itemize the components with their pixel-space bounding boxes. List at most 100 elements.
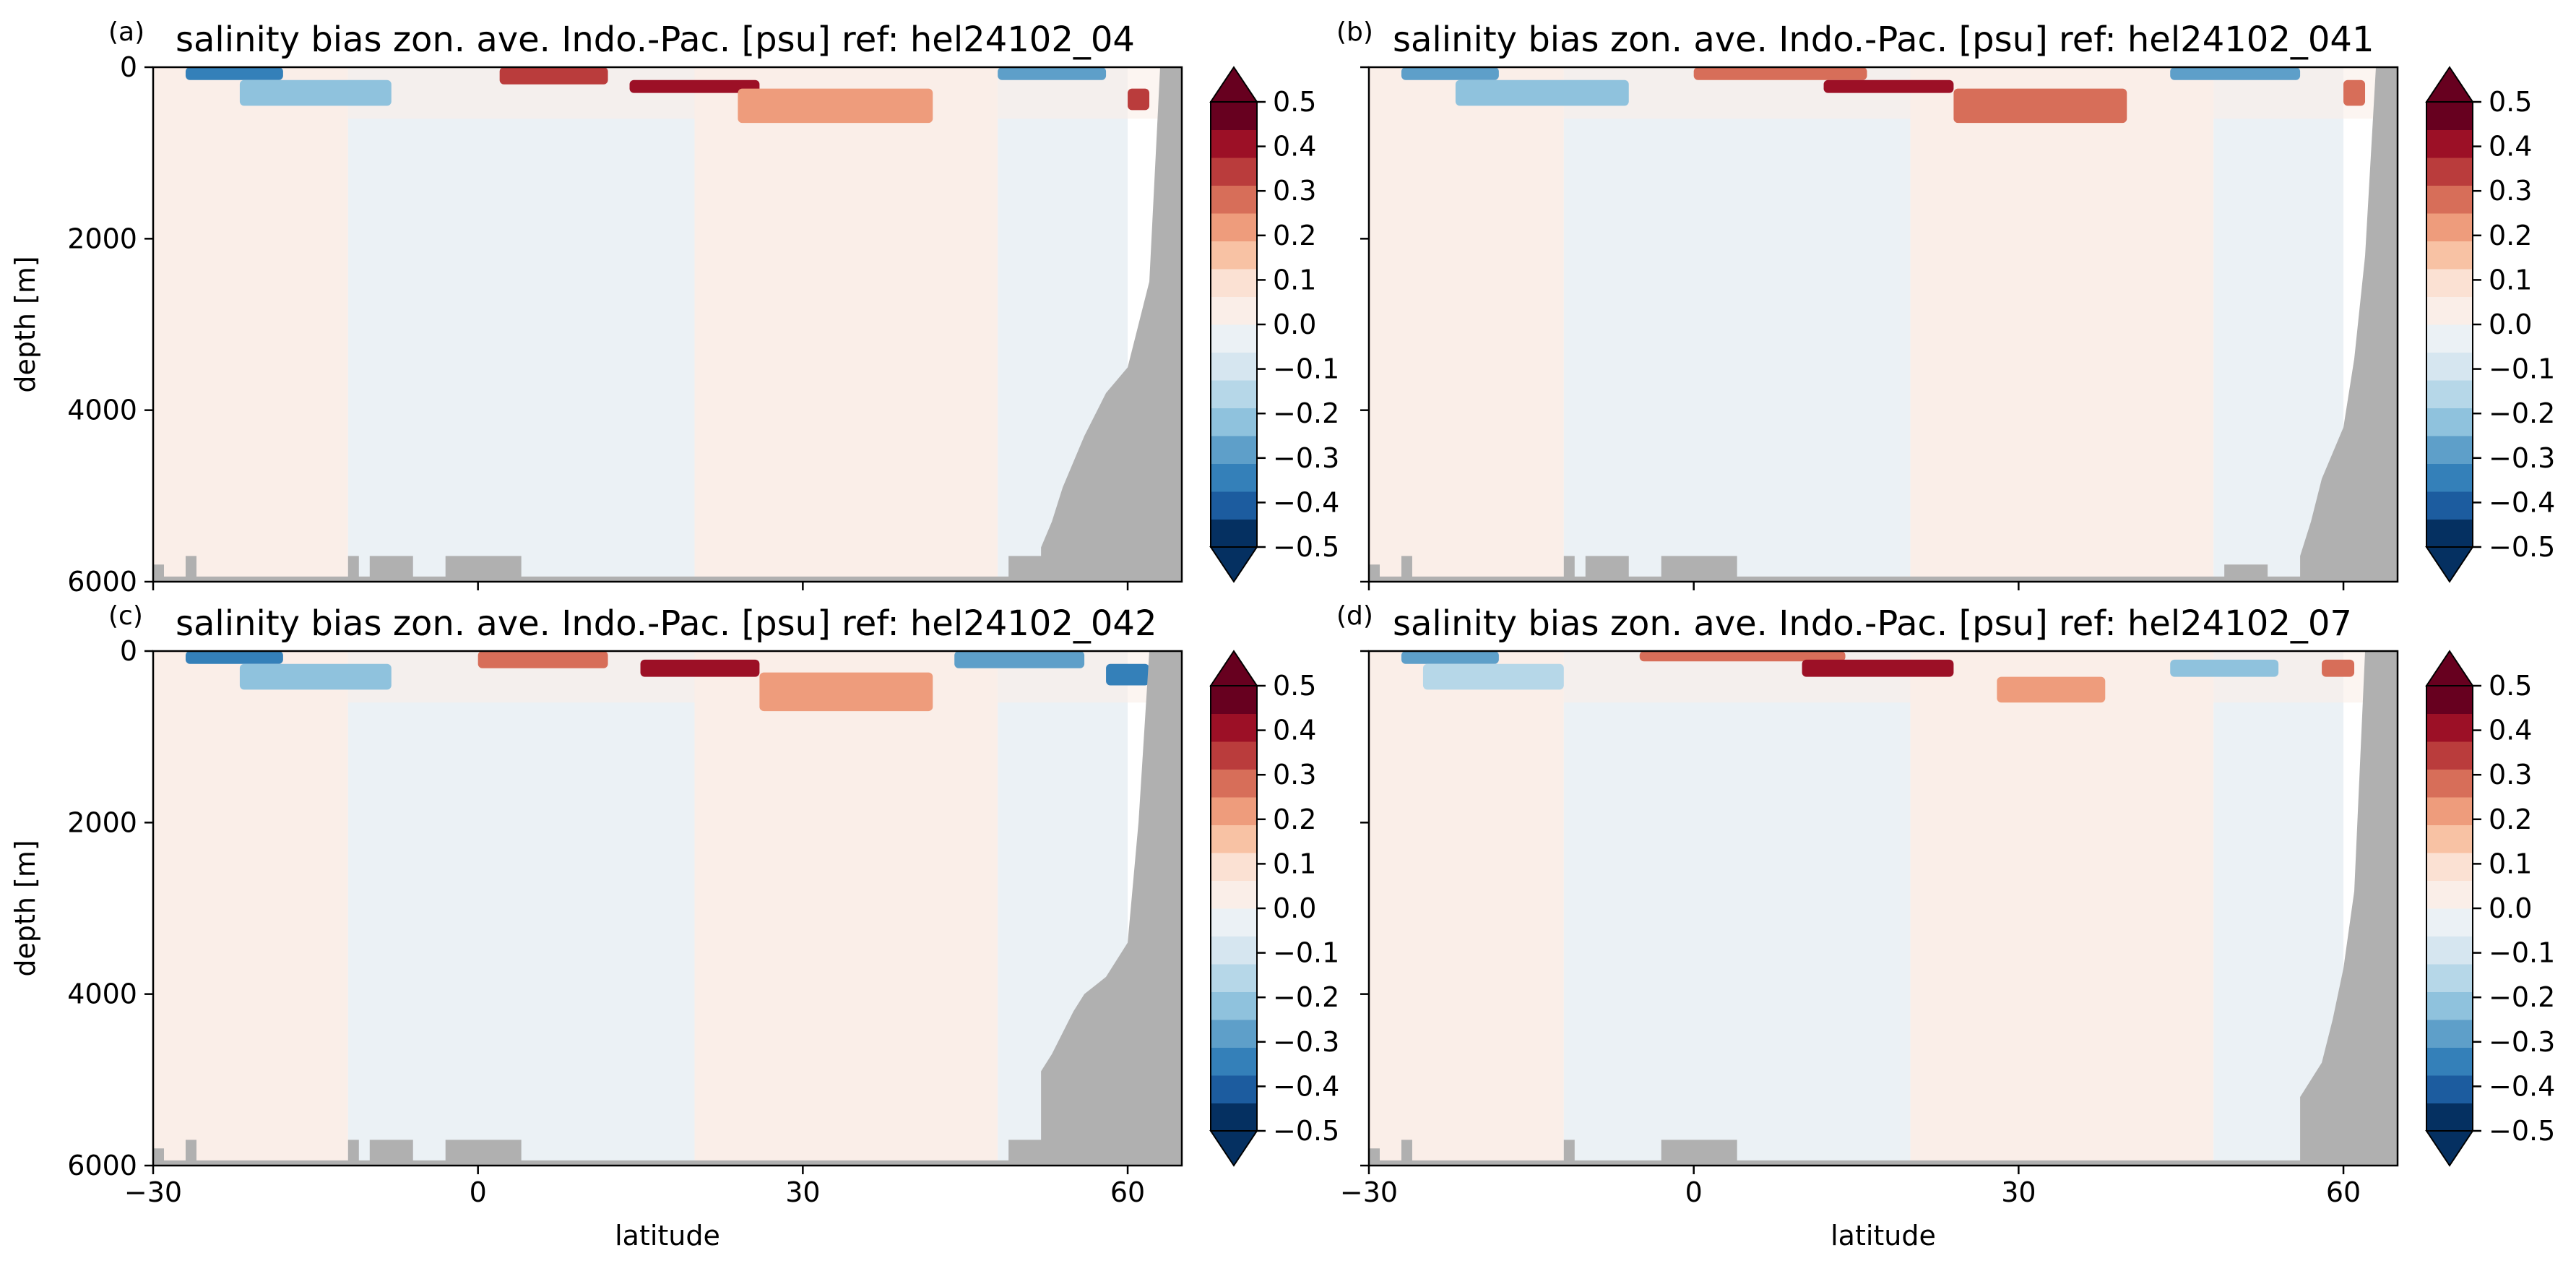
- colorbar-tick-label: −0.2: [2489, 397, 2555, 429]
- colorbar-segment: [2426, 824, 2473, 853]
- axes-frame: [1367, 66, 2399, 583]
- panel-tag: (a): [108, 17, 144, 47]
- colorbar-tick-label: 0.5: [2489, 86, 2532, 118]
- land-bottom-block: [1401, 556, 1412, 582]
- colorbar-extend-max: [1209, 66, 1258, 103]
- bias-feature: [1401, 651, 1499, 664]
- land-bottom-block: [185, 1140, 196, 1166]
- colorbar-segment: [2426, 1075, 2473, 1103]
- colorbar-segment: [1211, 324, 1257, 353]
- bias-feature: [185, 651, 283, 664]
- colorbar-segment: [2426, 908, 2473, 936]
- x-axis-label: latitude: [1831, 1220, 1936, 1252]
- colorbar-tick-label: 0.0: [1273, 892, 1316, 924]
- colorbar-tick-label: −0.2: [2489, 981, 2555, 1013]
- colorbar-segment: [1211, 964, 1257, 992]
- colorbar-tick-label: −0.4: [2489, 486, 2555, 518]
- bias-feature: [1455, 79, 1629, 106]
- x-tick-label: 30: [785, 1176, 820, 1208]
- y-axis-label: depth [m]: [9, 256, 41, 392]
- colorbar-segment: [2426, 686, 2473, 714]
- bias-feature: [1693, 67, 1867, 80]
- deep-bias-band: [1910, 651, 2214, 1166]
- colorbar-segment: [2426, 241, 2473, 270]
- x-tick-label: 0: [470, 1176, 487, 1208]
- deep-bias-band: [1369, 67, 1564, 582]
- deep-bias-band: [694, 651, 998, 1166]
- bias-feature: [477, 651, 608, 668]
- deep-bias-band: [1563, 67, 1911, 582]
- colorbar-segment: [2426, 129, 2473, 158]
- panel-d: −30 0 30 60 latitude (d) salinity bias zon. av…: [1336, 601, 2555, 1252]
- bias-feature: [954, 651, 1085, 668]
- land-bottom-block: [185, 556, 196, 582]
- colorbar-segment: [1211, 380, 1257, 408]
- colorbar-tick-label: 0.3: [2489, 175, 2532, 207]
- colorbar-segment: [1211, 769, 1257, 798]
- colorbar-tick-label: 0.1: [2489, 264, 2532, 296]
- axes-frame: [152, 66, 1183, 583]
- colorbar-segment: [1211, 1103, 1257, 1132]
- x-tick-label: −30: [1340, 1176, 1398, 1208]
- panel-title: salinity bias zon. ave. Indo.-Pac. [psu]…: [176, 20, 1135, 60]
- colorbar-tick-label: 0.0: [1273, 309, 1316, 340]
- land-bottom-block: [347, 1140, 359, 1166]
- bias-feature: [2322, 659, 2355, 677]
- colorbar-tick-label: 0.3: [1273, 175, 1316, 207]
- colorbar-segment: [2426, 1020, 2473, 1048]
- colorbar-segment: [1211, 296, 1257, 325]
- deep-bias-band: [694, 67, 998, 582]
- colorbar-tick-label: −0.3: [1273, 442, 1339, 474]
- land-bottom-block: [1563, 1140, 1575, 1166]
- colorbar-tick-label: −0.5: [2489, 531, 2555, 563]
- panel-tag: (c): [108, 601, 143, 631]
- colorbar-segment: [1211, 1020, 1257, 1048]
- colorbar-segment: [1211, 1075, 1257, 1103]
- bias-feature: [759, 672, 933, 712]
- deep-bias-band: [347, 67, 695, 582]
- colorbar-segment: [2426, 491, 2473, 520]
- colorbar-tick-label: −0.4: [2489, 1070, 2555, 1102]
- bias-feature: [1802, 659, 1954, 677]
- colorbar-tick-label: −0.5: [1273, 1115, 1339, 1147]
- colorbar-segment: [2426, 102, 2473, 130]
- bias-feature: [2343, 79, 2366, 106]
- colorbar-tick-label: 0.1: [1273, 848, 1316, 879]
- bias-feature: [998, 67, 1107, 80]
- colorbar-extend-max: [1209, 650, 1258, 686]
- panel-tag: (b): [1336, 17, 1373, 47]
- colorbar-segment: [2426, 185, 2473, 214]
- land-east-wall: [2300, 651, 2398, 1166]
- colorbar-segment: [1211, 880, 1257, 909]
- bias-feature: [1401, 67, 1499, 80]
- colorbar-segment: [2426, 463, 2473, 492]
- colorbar-tick-label: −0.1: [1273, 937, 1339, 969]
- colorbar-tick-label: 0.5: [1273, 670, 1316, 702]
- colorbar-extend-min: [2425, 546, 2474, 583]
- colorbar-segment: [1211, 158, 1257, 186]
- colorbar-segment: [2426, 991, 2473, 1020]
- colorbar-segment: [2426, 797, 2473, 825]
- bias-feature: [185, 67, 283, 80]
- bias-feature: [1997, 676, 2106, 703]
- bias-feature: [640, 659, 760, 677]
- colorbar-segment: [2426, 853, 2473, 881]
- colorbar-tick-label: 0.4: [2489, 131, 2532, 163]
- bias-feature: [1953, 88, 2127, 124]
- bias-feature: [1128, 88, 1150, 111]
- colorbar-segment: [2426, 380, 2473, 408]
- y-tick-label: 4000: [67, 395, 137, 426]
- colorbar-tick-label: −0.3: [1273, 1026, 1339, 1058]
- panel-c: −30 0 30 60 0 2000 4000 6000 depth [m] latitude (c…: [9, 601, 1339, 1252]
- y-tick-label: 2000: [67, 806, 137, 838]
- colorbar-tick-label: 0.2: [2489, 220, 2532, 251]
- colorbar-segment: [1211, 436, 1257, 464]
- deep-bias-band: [153, 67, 348, 582]
- colorbar-tick-label: 0.2: [1273, 220, 1316, 251]
- colorbar-extend-min: [1209, 546, 1258, 583]
- colorbar-segment: [2426, 519, 2473, 548]
- colorbar-tick-label: −0.5: [2489, 1115, 2555, 1147]
- y-tick-label: 2000: [67, 223, 137, 254]
- colorbar-segment: [1211, 519, 1257, 548]
